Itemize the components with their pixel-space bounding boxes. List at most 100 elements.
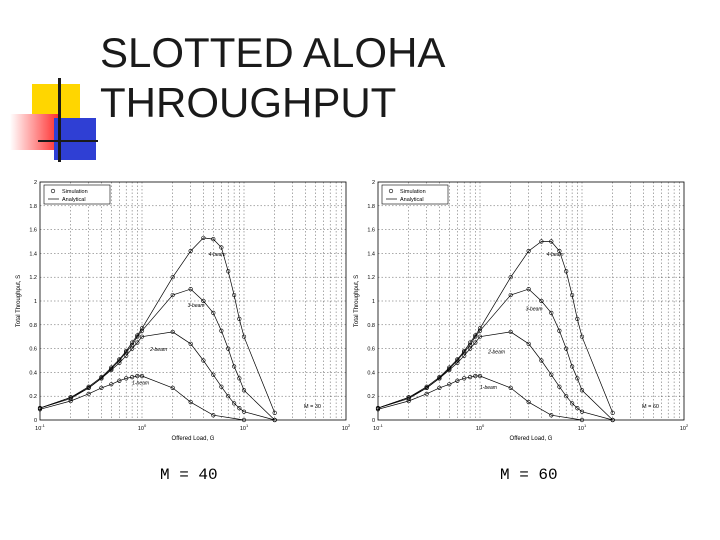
data-point-4-beam	[462, 348, 467, 354]
caption-m40: M = 40	[160, 466, 218, 484]
data-point-3-beam	[447, 366, 452, 371]
data-point-4-beam	[130, 340, 135, 345]
data-point-1-beam	[124, 376, 129, 381]
data-point-1-beam	[117, 378, 122, 383]
data-point-1-beam	[462, 376, 467, 381]
legend-marker-simulation	[388, 188, 394, 194]
data-point-2-beam	[557, 384, 562, 389]
data-point-4-beam	[455, 357, 460, 362]
data-point-4-beam	[570, 292, 575, 298]
data-point-1-beam	[241, 417, 247, 423]
data-point-3-beam	[272, 417, 277, 423]
x-axis-label: Offered Load, G	[510, 436, 553, 442]
data-point-4-beam	[564, 269, 569, 274]
y-tick-label: 1.2	[29, 275, 37, 281]
data-point-3-beam	[124, 350, 129, 355]
data-point-3-beam	[170, 292, 175, 298]
data-point-2-beam	[473, 340, 478, 345]
data-point-2-beam	[201, 358, 206, 363]
data-point-3-beam	[232, 364, 237, 369]
y-tick-label: 1.4	[367, 251, 375, 257]
data-point-2-beam	[579, 409, 585, 414]
data-point-4-beam	[424, 384, 429, 389]
data-point-4-beam	[406, 395, 411, 400]
legend-marker-simulation	[50, 188, 56, 194]
legend-box	[381, 184, 449, 205]
data-point-4-beam	[124, 348, 129, 354]
data-point-2-beam	[219, 384, 224, 389]
data-point-4-beam	[211, 237, 216, 242]
data-point-1-beam	[508, 385, 513, 390]
data-point-1-beam	[468, 375, 473, 380]
series-line-1-beam	[377, 375, 583, 421]
y-tick-label: 1.6	[367, 228, 375, 234]
data-point-4-beam	[232, 292, 237, 298]
data-point-4-beam	[219, 245, 224, 250]
series-line-4-beam	[39, 237, 276, 414]
y-tick-label: 0	[372, 418, 375, 424]
data-point-4-beam	[226, 269, 231, 274]
y-axis-label: Total Throughput, S	[16, 275, 22, 327]
data-point-3-beam	[570, 364, 575, 369]
data-point-1-beam	[37, 407, 43, 412]
x-tick-label: 100	[476, 423, 485, 432]
series-label-2-beam: 2-beam	[149, 347, 167, 353]
deco-vertical-rule	[58, 78, 61, 162]
y-tick-label: 1.8	[367, 204, 375, 210]
data-point-4-beam	[526, 248, 531, 254]
data-point-3-beam	[219, 328, 224, 333]
data-point-3-beam	[549, 310, 554, 315]
chart-m40: 0 0.2 0.4 0.6 0.8 1 1.2 1.4 1.6 1.8 2 10-1 100 101 102…	[16, 180, 350, 442]
chart-m60: 0 0.2 0.4 0.6 0.8 1 1.2 1.4 1.6 1.8 2 10-1 100 101 102…	[354, 180, 688, 442]
data-point-4-beam	[68, 395, 73, 400]
data-point-4-beam	[575, 316, 580, 321]
data-point-4-beam	[237, 316, 242, 321]
x-tick-label: 101	[240, 423, 249, 432]
data-point-2-beam	[211, 372, 216, 377]
data-point-4-beam	[473, 333, 478, 338]
data-point-2-beam	[237, 406, 242, 411]
data-point-4-beam	[37, 406, 43, 411]
data-point-2-beam	[406, 396, 411, 401]
data-point-2-beam	[570, 401, 575, 406]
y-tick-label: 0.6	[29, 347, 37, 353]
data-point-1-beam	[447, 382, 452, 387]
data-point-3-beam	[188, 286, 193, 292]
data-point-3-beam	[226, 346, 231, 351]
deco-blue-block	[54, 118, 96, 160]
data-point-3-beam	[526, 286, 531, 292]
data-point-3-beam	[201, 298, 206, 304]
series-label-2-beam: 2-beam	[487, 349, 505, 355]
data-point-1-beam	[170, 385, 175, 390]
deco-horizontal-rule	[38, 140, 98, 142]
data-point-2-beam	[526, 341, 531, 346]
legend-label-simulation: Simulation	[400, 189, 426, 195]
data-point-4-beam	[437, 375, 442, 380]
data-point-4-beam	[117, 357, 122, 362]
x-axis-label: Offered Load, G	[172, 436, 215, 442]
legend-box	[43, 184, 111, 205]
chart-annotation: M = 60	[642, 404, 659, 410]
data-point-4-beam	[539, 239, 544, 244]
x-tick-label: 101	[578, 423, 587, 432]
x-tick-label: 100	[138, 423, 147, 432]
data-point-3-beam	[241, 388, 247, 393]
data-point-1-beam	[526, 400, 531, 405]
data-point-3-beam	[610, 417, 615, 423]
plot-frame	[39, 181, 347, 421]
data-point-4-beam	[610, 410, 615, 415]
series-label-4-beam: 4-beam	[547, 252, 564, 258]
series-line-4-beam	[377, 241, 614, 414]
data-point-4-beam	[549, 239, 554, 244]
plot-frame	[377, 181, 685, 421]
data-point-4-beam	[447, 365, 452, 370]
slide-title: SLOTTED ALOHA THROUGHPUT	[100, 28, 700, 128]
data-point-1-beam	[549, 413, 554, 418]
caption-m60: M = 60	[500, 466, 558, 484]
data-point-3-beam	[575, 376, 580, 381]
data-point-1-beam	[424, 391, 429, 396]
data-point-4-beam	[272, 410, 277, 415]
data-point-1-beam	[99, 385, 104, 390]
data-point-4-beam	[109, 365, 114, 370]
data-point-2-beam	[139, 334, 145, 339]
